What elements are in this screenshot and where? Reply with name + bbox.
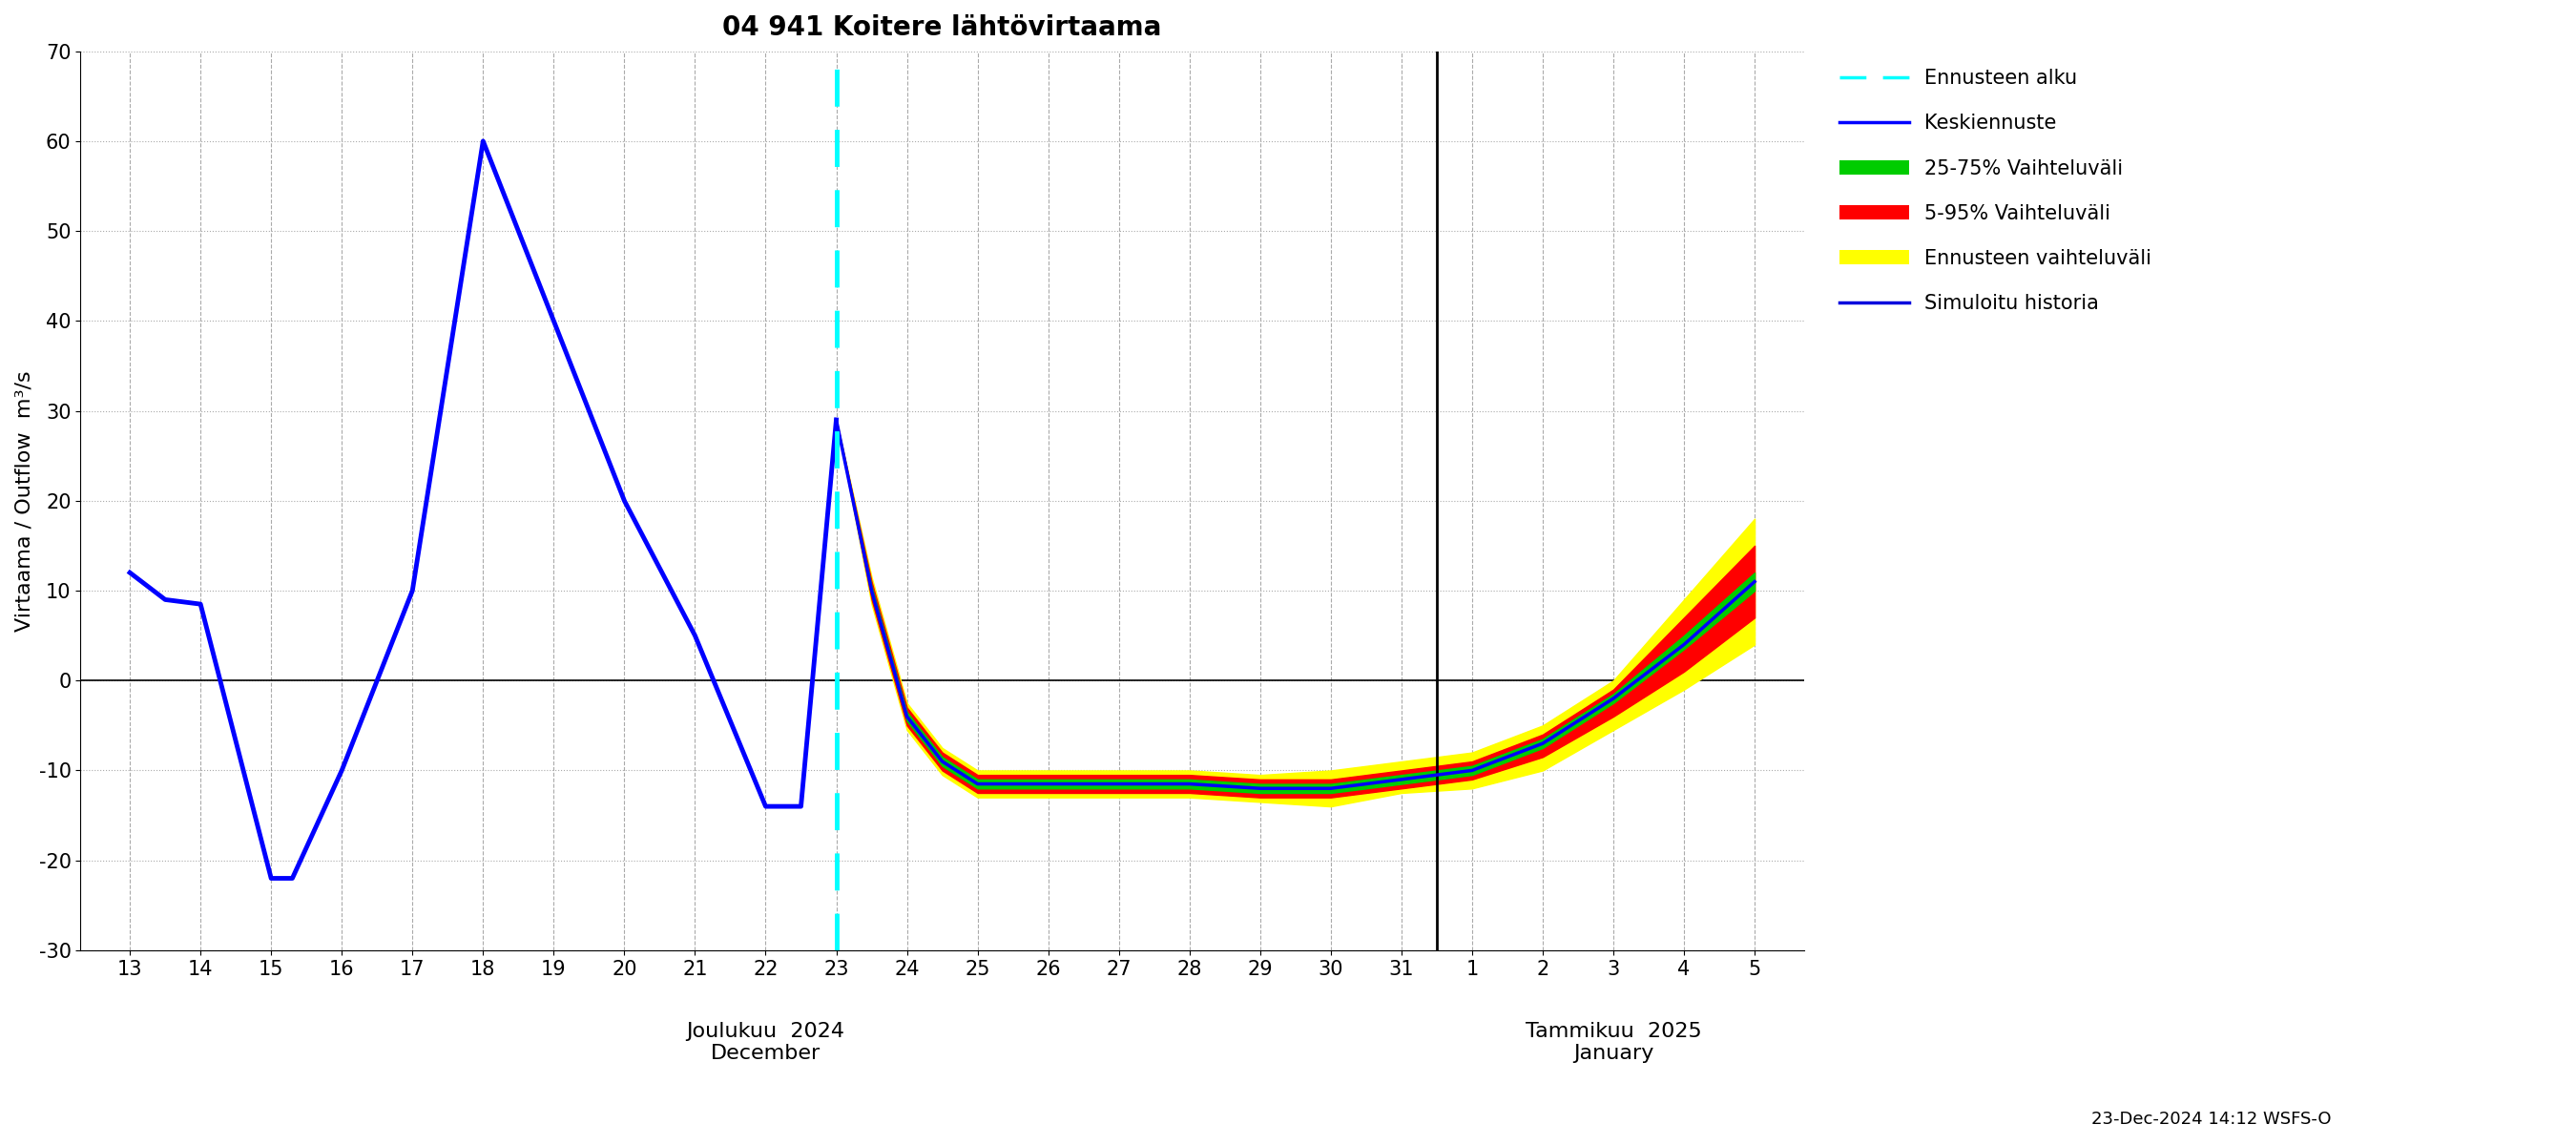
Text: Joulukuu  2024
December: Joulukuu 2024 December [685,1022,845,1064]
Legend: Ennusteen alku, Keskiennuste, 25-75% Vaihteluväli, 5-95% Vaihteluväli, Ennusteen: Ennusteen alku, Keskiennuste, 25-75% Vai… [1832,61,2159,321]
Y-axis label: Virtaama / Outflow  m³/s: Virtaama / Outflow m³/s [15,370,33,631]
Title: 04 941 Koitere lähtövirtaama: 04 941 Koitere lähtövirtaama [724,14,1162,41]
Text: 23-Dec-2024 14:12 WSFS-O: 23-Dec-2024 14:12 WSFS-O [2092,1111,2331,1128]
Text: Tammikuu  2025
January: Tammikuu 2025 January [1525,1022,1703,1064]
